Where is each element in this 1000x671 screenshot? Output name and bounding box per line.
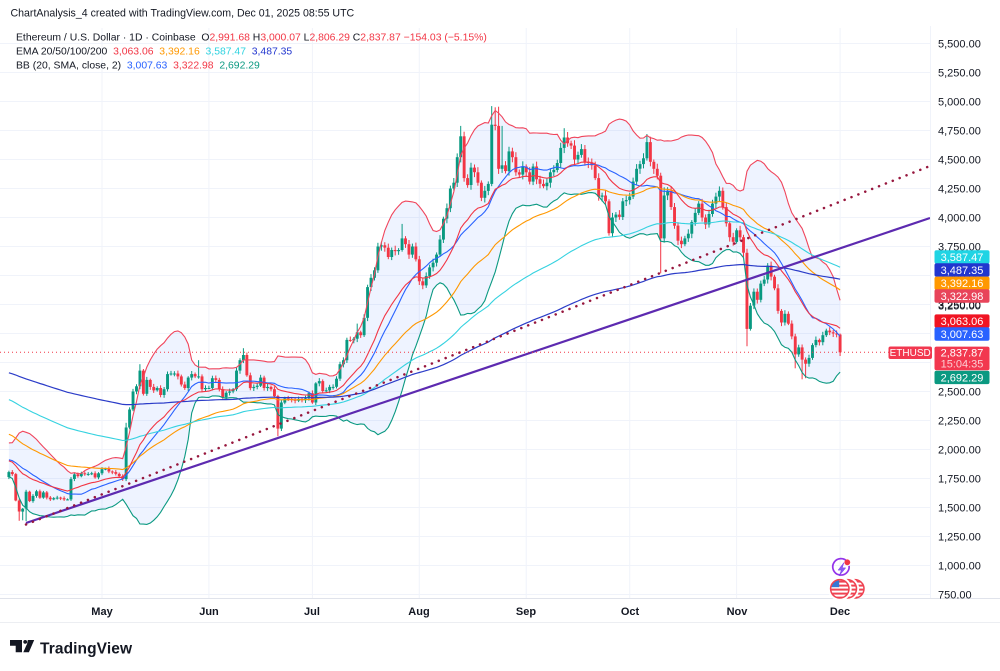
svg-text:5,500.00: 5,500.00: [938, 38, 981, 50]
svg-text:4,000.00: 4,000.00: [938, 212, 981, 224]
svg-text:Jul: Jul: [304, 606, 320, 618]
svg-text:ChartAnalysis_4 created with T: ChartAnalysis_4 created with TradingView…: [11, 8, 355, 20]
svg-text:Ethereum / U.S. Dollar · 1D ·: Ethereum / U.S. Dollar · 1D · Coinbase O…: [16, 33, 487, 44]
svg-text:Aug: Aug: [408, 606, 429, 618]
svg-text:15:04:35: 15:04:35: [941, 359, 984, 371]
svg-text:Sep: Sep: [516, 606, 536, 618]
svg-text:1,500.00: 1,500.00: [938, 502, 981, 514]
svg-text:750.00: 750.00: [938, 589, 972, 601]
svg-text:3,392.16: 3,392.16: [941, 278, 984, 290]
svg-text:3,063.06: 3,063.06: [941, 316, 984, 328]
svg-text:Oct: Oct: [621, 606, 640, 618]
svg-text:5,000.00: 5,000.00: [938, 96, 981, 108]
svg-text:Nov: Nov: [727, 606, 749, 618]
svg-text:2,000.00: 2,000.00: [938, 444, 981, 456]
svg-text:TradingView: TradingView: [40, 641, 133, 658]
svg-text:May: May: [91, 606, 113, 618]
svg-text:1,750.00: 1,750.00: [938, 473, 981, 485]
svg-text:4,750.00: 4,750.00: [938, 125, 981, 137]
svg-text:Dec: Dec: [830, 606, 850, 618]
svg-text:3,322.98: 3,322.98: [941, 291, 984, 303]
svg-text:1,000.00: 1,000.00: [938, 560, 981, 572]
svg-text:2,692.29: 2,692.29: [941, 372, 984, 384]
svg-text:2,250.00: 2,250.00: [938, 415, 981, 427]
svg-text:3,007.63: 3,007.63: [941, 329, 984, 341]
svg-text:5,250.00: 5,250.00: [938, 67, 981, 79]
svg-text:2,500.00: 2,500.00: [938, 386, 981, 398]
svg-text:4,500.00: 4,500.00: [938, 154, 981, 166]
svg-text:EMA 20/50/100/200 3,063.06 3: EMA 20/50/100/200 3,063.06 3,392.16 3,58…: [16, 47, 292, 58]
svg-text:3,250.00: 3,250.00: [938, 300, 981, 312]
svg-text:1,250.00: 1,250.00: [938, 531, 981, 543]
svg-text:4,250.00: 4,250.00: [938, 183, 981, 195]
svg-text:ETHUSD: ETHUSD: [890, 348, 931, 359]
svg-text:3,487.35: 3,487.35: [941, 265, 984, 277]
svg-text:2,837.87: 2,837.87: [941, 347, 984, 359]
svg-text:BB (20, SMA, close, 2) 3,007.: BB (20, SMA, close, 2) 3,007.63 3,322.98…: [16, 61, 260, 72]
svg-text:Jun: Jun: [199, 606, 219, 618]
svg-text:3,587.47: 3,587.47: [941, 252, 984, 264]
